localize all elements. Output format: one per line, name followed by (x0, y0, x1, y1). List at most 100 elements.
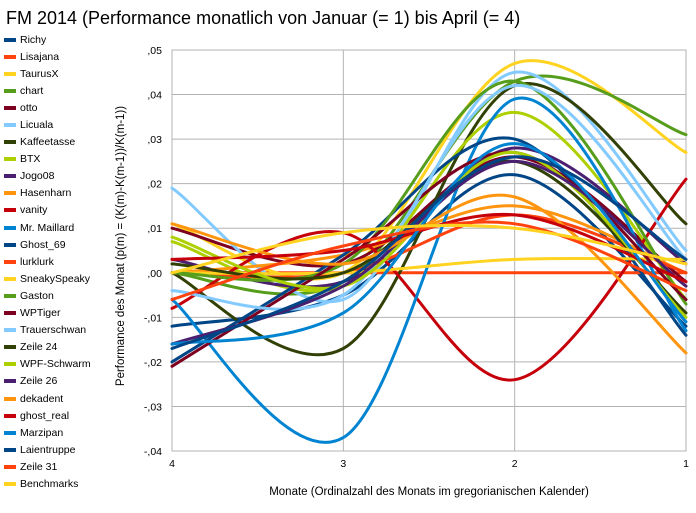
legend-label: Lisajana (20, 50, 60, 63)
legend-item-wpf-schwarm: WPF-Schwarm (4, 356, 108, 373)
x-axis-label: Monate (Ordinalzahl des Monats im gregor… (269, 486, 589, 498)
legend-label: Benchmarks (20, 477, 79, 490)
series-line-benchmarks (170, 223, 688, 275)
x-tick-label: 3 (340, 458, 346, 470)
legend-swatch (4, 379, 16, 384)
legend-item-benchmarks: Benchmarks (4, 475, 108, 492)
y-tick-label: -,03 (144, 401, 162, 413)
y-tick-label: ,02 (147, 179, 162, 191)
legend-item-richy: Richy (4, 31, 108, 48)
legend-swatch (4, 37, 16, 42)
legend-swatch (4, 413, 16, 418)
legend-swatch (4, 123, 16, 128)
legend-label: Hasenharn (20, 187, 72, 200)
legend-label: Richy (20, 33, 47, 46)
series-line-laientruppe (170, 155, 688, 350)
legend-item-ghost-real: ghost_real (4, 407, 108, 424)
series-line-mr-maillard (170, 96, 688, 444)
legend-label: otto (20, 101, 38, 114)
legend-item-hasenharn: Hasenharn (4, 185, 108, 202)
legend-swatch (4, 464, 16, 469)
legend-label: Mr. Maillard (20, 221, 75, 234)
legend-swatch (4, 225, 16, 230)
legend-swatch (4, 430, 16, 435)
legend-item-wptiger: WPTiger (4, 305, 108, 322)
legend-swatch (4, 328, 16, 333)
legend-item-laientruppe: Laientruppe (4, 441, 108, 458)
legend-item-lisajana: Lisajana (4, 48, 108, 65)
legend-item-vanity: vanity (4, 202, 108, 219)
legend-label: Jogo08 (20, 170, 55, 183)
series-line-trauerschwan (170, 84, 688, 311)
y-tick-label: -,02 (144, 357, 162, 369)
legend-item-kaffeetasse: Kaffeetasse (4, 134, 108, 151)
series-line-kaffeetasse (170, 82, 688, 357)
legend-swatch (4, 88, 16, 93)
x-tick-label: 1 (683, 458, 689, 470)
legend-item-zeile-26: Zeile 26 (4, 373, 108, 390)
legend-label: lurklurk (20, 255, 54, 268)
legend-swatch (4, 242, 16, 247)
legend-label: SneakySpeaky (20, 272, 91, 285)
legend-label: Marzipan (20, 426, 64, 439)
legend-label: WPTiger (20, 307, 61, 320)
series-line-zeile-31 (170, 220, 688, 301)
y-tick-label: ,00 (147, 268, 162, 280)
legend-item-gaston: Gaston (4, 287, 108, 304)
legend-swatch (4, 481, 16, 486)
y-axis-label: Performance des Monat (p(m) = (K(m)-K(m-… (115, 105, 127, 387)
series-line-gaston (170, 79, 688, 306)
legend-label: Ghost_69 (20, 238, 66, 251)
legend-swatch (4, 311, 16, 316)
y-tick-label: ,03 (147, 134, 162, 146)
legend-swatch (4, 362, 16, 367)
legend-item-zeile-24: Zeile 24 (4, 339, 108, 356)
x-tick-label: 4 (169, 458, 175, 470)
y-tick-label: ,05 (147, 45, 162, 57)
legend-label: vanity (20, 204, 48, 217)
legend-item-sneakyspeaky: SneakySpeaky (4, 270, 108, 287)
legend-label: ghost_real (20, 409, 70, 422)
legend-swatch (4, 174, 16, 179)
legend-label: dekadent (20, 392, 64, 405)
legend-label: Kaffeetasse (20, 136, 76, 149)
legend-item-trauerschwan: Trauerschwan (4, 322, 108, 339)
legend-item-otto: otto (4, 99, 108, 116)
legend-swatch (4, 54, 16, 59)
legend-swatch (4, 208, 16, 213)
legend-swatch (4, 293, 16, 298)
chart-title: FM 2014 (Performance monatlich von Janua… (6, 8, 521, 28)
legend-swatch (4, 71, 16, 76)
legend-label: TaurusX (20, 67, 59, 80)
legend: Richy Lisajana TaurusX chart otto Licuala Kaff… (4, 31, 108, 493)
legend-label: Laientruppe (20, 443, 76, 456)
legend-item-marzipan: Marzipan (4, 424, 108, 441)
legend-item-taurusx: TaurusX (4, 65, 108, 82)
series-line-wptiger (170, 150, 688, 368)
y-tick-label: ,04 (147, 90, 162, 102)
legend-label: Zeile 31 (20, 460, 58, 473)
y-tick-label: -,01 (144, 312, 162, 324)
legend-swatch (4, 105, 16, 110)
legend-item-ghost-69: Ghost_69 (4, 236, 108, 253)
legend-item-lurklurk: lurklurk (4, 253, 108, 270)
legend-swatch (4, 396, 16, 401)
legend-label: Trauerschwan (20, 324, 87, 337)
legend-label: WPF-Schwarm (20, 358, 91, 371)
legend-swatch (4, 447, 16, 452)
legend-item-jogo08: Jogo08 (4, 168, 108, 185)
legend-item-licuala: Licuala (4, 116, 108, 133)
legend-item-btx: BTX (4, 151, 108, 168)
legend-item-mr-maillard: Mr. Maillard (4, 219, 108, 236)
legend-item-dekadent: dekadent (4, 390, 108, 407)
legend-swatch (4, 345, 16, 350)
legend-label: Gaston (20, 289, 54, 302)
legend-label: chart (20, 84, 44, 97)
y-tick-label: ,01 (147, 223, 162, 235)
legend-item-chart: chart (4, 82, 108, 99)
legend-item-zeile-31: Zeile 31 (4, 458, 108, 475)
y-tick-label: -,04 (144, 446, 162, 458)
x-tick-label: 2 (512, 458, 518, 470)
legend-swatch (4, 259, 16, 264)
